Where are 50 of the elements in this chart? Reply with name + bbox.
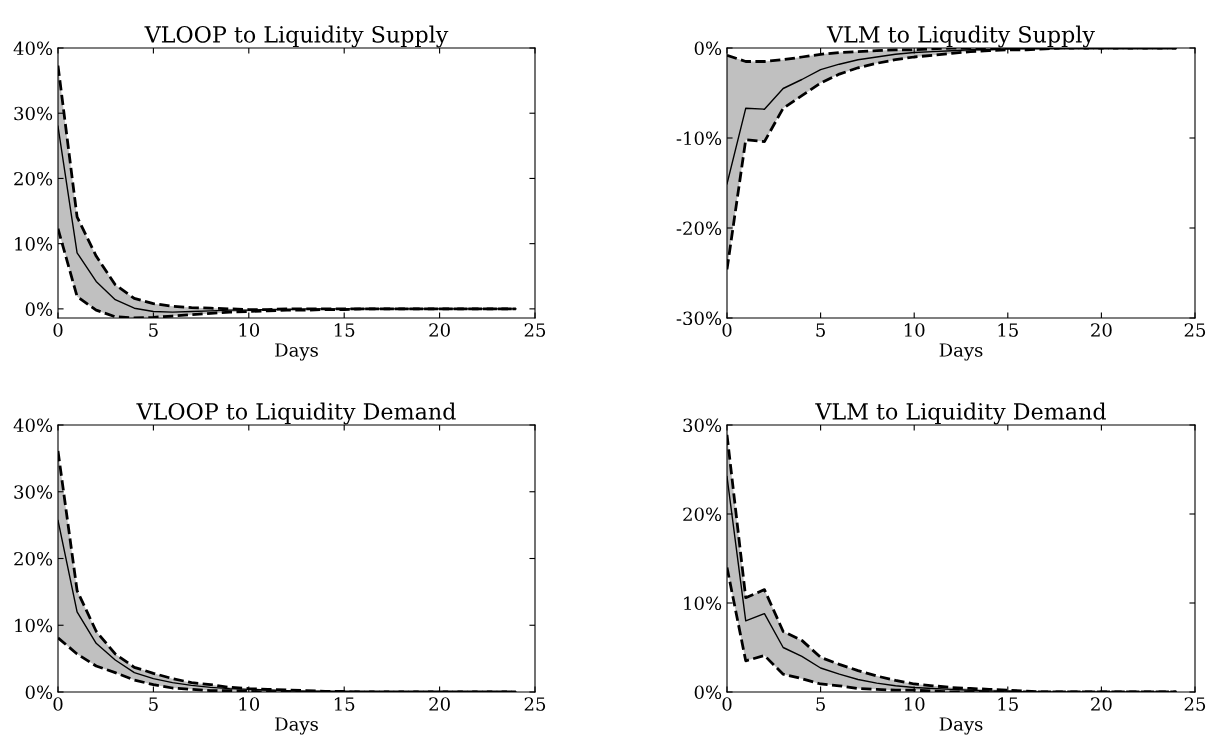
chart-title: VLOOP to Liquidity Demand [136,402,456,425]
x-tick-label: 5 [816,697,825,711]
y-tick-label: 0% [25,685,53,700]
y-tick-label: 40% [13,418,53,433]
y-tick-label: -20% [676,221,722,236]
x-axis-title: Days [275,717,318,735]
x-tick-label: 20 [1091,323,1112,337]
x-tick-label: 25 [1184,697,1206,711]
x-tick-label: 20 [429,323,450,337]
x-tick-label: 15 [998,323,1018,337]
x-tick-label: 5 [149,697,158,711]
y-tick-label: -10% [676,131,722,146]
x-tick-label: 20 [1091,697,1112,711]
y-tick-label: 0% [694,41,722,56]
x-tick-label: 15 [334,323,355,337]
x-tick-label: 5 [149,323,158,337]
x-tick-label: 25 [524,323,546,337]
y-tick-label: 20% [683,507,722,522]
x-axis-title: Days [939,717,983,735]
chart-title: VLM to Liquidity Demand [815,402,1106,425]
x-axis-title: Days [939,343,983,361]
y-tick-label: 0% [25,302,53,316]
x-tick-label: 5 [816,323,825,337]
x-tick-label: 25 [1184,323,1206,337]
x-axis-title: Days [275,343,318,361]
y-tick-label: -30% [676,311,722,326]
chart-title: VLM to Liqudity Supply [826,25,1095,48]
y-tick-label: 40% [13,41,53,56]
y-tick-label: 10% [15,237,53,251]
x-tick-label: 20 [429,697,450,711]
x-tick-label: 0 [722,323,732,337]
x-tick-label: 10 [904,697,925,711]
x-tick-label: 0 [53,323,63,337]
y-tick-label: 30% [683,418,722,433]
y-tick-label: 30% [14,485,53,499]
x-tick-label: 25 [524,697,546,711]
y-tick-label: 0% [694,685,722,700]
chart-title: VLOOP to Liquidity Supply [144,25,449,48]
y-tick-label: 20% [14,171,53,186]
y-tick-label: 10% [15,618,53,633]
x-tick-label: 10 [904,323,925,337]
x-tick-label: 0 [722,697,732,711]
x-tick-label: 0 [53,697,63,711]
x-tick-label: 15 [998,697,1018,711]
y-tick-label: 10% [684,596,722,611]
x-tick-label: 10 [239,697,260,711]
x-tick-label: 10 [239,323,260,337]
y-tick-label: 30% [14,106,53,121]
x-tick-label: 15 [334,697,355,711]
y-tick-label: 20% [14,551,53,566]
